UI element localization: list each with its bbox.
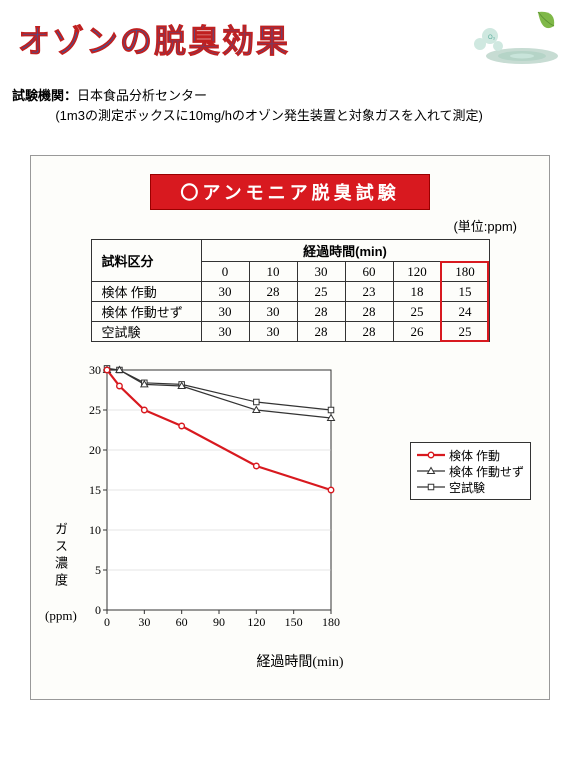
table-row: 検体 作動せず 30 30 28 28 25 24 <box>91 302 489 322</box>
svg-text:90: 90 <box>213 615 225 629</box>
subtitle: 試験機関：日本食品分析センター (1m3の測定ボックスに10mg/hのオゾン発生… <box>0 78 580 125</box>
unit-label: (単位:ppm) <box>43 216 537 235</box>
svg-text:15: 15 <box>89 483 101 497</box>
svg-text:120: 120 <box>247 615 265 629</box>
rowhead-title: 試料区分 <box>91 240 201 282</box>
svg-text:0: 0 <box>95 603 101 617</box>
chart-svg: 0 5 10 15 20 25 30 0 30 60 90 120 150 180 <box>73 362 443 642</box>
subtitle-line2: (1m3の測定ボックスに10mg/hのオゾン発生装置と対象ガスを入れて測定) <box>55 108 483 123</box>
line-chart: ガス濃度 (ppm) 0510152025300306090120150180 … <box>73 362 527 671</box>
svg-text:5: 5 <box>95 563 101 577</box>
svg-text:O₃: O₃ <box>488 35 496 41</box>
svg-text:0: 0 <box>104 615 110 629</box>
time-header: 経過時間(min) <box>201 240 489 262</box>
svg-text:60: 60 <box>176 615 188 629</box>
subtitle-label: 試験機関： <box>12 88 77 103</box>
svg-text:150: 150 <box>285 615 303 629</box>
chapter-title: 〇アンモニア脱臭試験 <box>150 174 430 210</box>
legend: 検体 作動検体 作動せず空試験 <box>410 442 531 500</box>
section-box: 〇アンモニア脱臭試験 (単位:ppm) 試料区分 経過時間(min) 0 10 … <box>30 155 550 700</box>
data-table: 試料区分 経過時間(min) 0 10 30 60 120 180 検体 作動 … <box>91 239 490 342</box>
svg-text:25: 25 <box>89 403 101 417</box>
subtitle-line1: 日本食品分析センター <box>77 88 207 103</box>
logo-graphic: O₃ <box>460 8 560 68</box>
svg-text:10: 10 <box>89 523 101 537</box>
svg-text:180: 180 <box>322 615 340 629</box>
table-row: 検体 作動 30 28 25 23 18 15 <box>91 282 489 302</box>
svg-text:20: 20 <box>89 443 101 457</box>
svg-text:30: 30 <box>138 615 150 629</box>
y-axis-unit: (ppm) <box>45 608 77 624</box>
svg-text:30: 30 <box>89 363 101 377</box>
title-text: オゾンの脱臭効果 <box>18 23 290 59</box>
table-row: 空試験 30 30 28 28 26 25 <box>91 322 489 342</box>
x-axis-label: 経過時間(min) <box>73 651 527 671</box>
y-axis-label: ガス濃度 <box>51 522 70 590</box>
